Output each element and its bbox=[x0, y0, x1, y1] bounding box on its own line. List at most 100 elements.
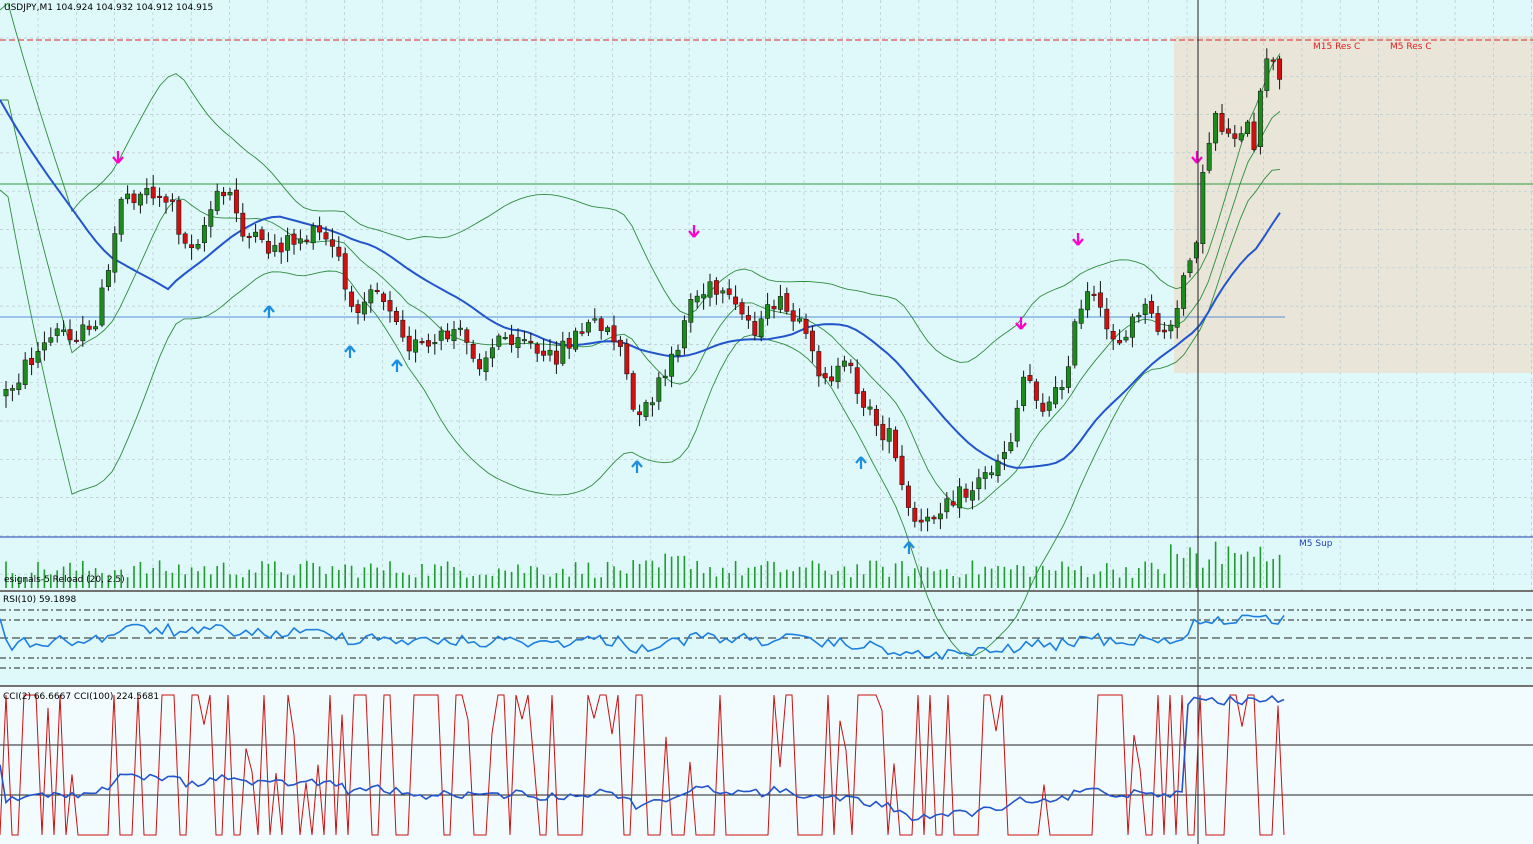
candle-bullish bbox=[125, 193, 131, 200]
candle-bullish bbox=[9, 388, 15, 391]
signals-indicator-label: esignals-5 Reload (20, 2.5) bbox=[4, 575, 125, 585]
candle-bearish bbox=[752, 321, 758, 336]
candle-bullish bbox=[937, 513, 943, 520]
candle-bearish bbox=[822, 373, 828, 379]
candle-bullish bbox=[1142, 303, 1148, 315]
candle-bullish bbox=[643, 402, 649, 417]
candle-bullish bbox=[253, 231, 259, 237]
candle-bullish bbox=[707, 281, 713, 298]
candle-bearish bbox=[637, 411, 643, 416]
candle-bearish bbox=[131, 193, 137, 203]
candle-bearish bbox=[829, 376, 835, 382]
sell-arrow-icon bbox=[688, 225, 700, 238]
candle-bearish bbox=[1251, 121, 1257, 150]
candle-bearish bbox=[336, 246, 342, 257]
candle-bearish bbox=[265, 240, 271, 254]
candle-bullish bbox=[195, 244, 201, 249]
candle-bearish bbox=[854, 367, 860, 394]
candle-bullish bbox=[1065, 366, 1071, 388]
cci-fast-line bbox=[0, 694, 1285, 836]
candle-bearish bbox=[784, 293, 790, 312]
candle-bullish bbox=[701, 294, 707, 299]
candle-bearish bbox=[349, 291, 355, 307]
candle-bearish bbox=[1161, 329, 1167, 333]
candle-bearish bbox=[1277, 58, 1283, 80]
candle-bullish bbox=[675, 349, 681, 356]
candle-bearish bbox=[1091, 293, 1097, 296]
candle-bearish bbox=[323, 232, 329, 240]
candle-bullish bbox=[1129, 316, 1135, 338]
candle-bullish bbox=[560, 340, 566, 364]
candle-bearish bbox=[425, 340, 431, 347]
candle-bearish bbox=[374, 289, 380, 292]
candle-bullish bbox=[681, 320, 687, 349]
candle-bearish bbox=[726, 288, 732, 295]
candle-bullish bbox=[669, 353, 675, 377]
grid bbox=[0, 0, 1533, 590]
candle-bearish bbox=[342, 253, 348, 290]
candle-bearish bbox=[1219, 113, 1225, 132]
candle-bullish bbox=[112, 233, 118, 273]
candle-bullish bbox=[886, 428, 892, 442]
candle-bearish bbox=[963, 488, 969, 498]
candle-bullish bbox=[515, 337, 521, 348]
candle-bullish bbox=[1187, 260, 1193, 273]
candle-bearish bbox=[67, 329, 73, 341]
candle-bullish bbox=[521, 339, 527, 342]
candle-bearish bbox=[157, 195, 163, 198]
candle-bearish bbox=[745, 315, 751, 321]
signal-arrows bbox=[112, 151, 1203, 554]
candle-bullish bbox=[208, 209, 214, 227]
candle-bearish bbox=[630, 373, 636, 410]
candle-bullish bbox=[54, 328, 60, 336]
candle-bullish bbox=[457, 327, 463, 330]
candle-bearish bbox=[1155, 313, 1161, 332]
candle-bearish bbox=[477, 359, 483, 370]
candle-bearish bbox=[739, 302, 745, 315]
candle-bearish bbox=[176, 200, 182, 235]
candle-bearish bbox=[1232, 133, 1238, 139]
candle-bullish bbox=[105, 270, 111, 287]
candle-bullish bbox=[22, 359, 28, 385]
candle-bearish bbox=[169, 199, 175, 202]
candle-bearish bbox=[541, 350, 547, 356]
candle-bullish bbox=[144, 188, 150, 196]
candle-bullish bbox=[982, 472, 988, 479]
candle-bullish bbox=[483, 357, 489, 373]
candle-bullish bbox=[1193, 242, 1199, 259]
candle-bullish bbox=[957, 486, 963, 509]
candle-bullish bbox=[592, 318, 598, 321]
candle-bullish bbox=[1014, 407, 1020, 442]
candle-bearish bbox=[905, 485, 911, 508]
candle-bullish bbox=[1085, 291, 1091, 311]
candle-bullish bbox=[272, 245, 278, 252]
candle-bearish bbox=[611, 325, 617, 343]
sell-arrow-icon bbox=[1015, 317, 1027, 330]
candle-bearish bbox=[848, 362, 854, 367]
candle-bearish bbox=[150, 186, 156, 199]
candle-bullish bbox=[720, 290, 726, 294]
candle-bullish bbox=[995, 460, 1001, 476]
buy-arrow-icon bbox=[903, 541, 915, 554]
candle-bullish bbox=[662, 375, 668, 378]
candle-bullish bbox=[99, 287, 105, 326]
candle-bearish bbox=[246, 235, 252, 238]
candle-bullish bbox=[797, 318, 803, 322]
moving-average-line bbox=[0, 99, 1281, 469]
candle-bullish bbox=[93, 326, 99, 330]
candle-bearish bbox=[381, 293, 387, 302]
candle-bearish bbox=[509, 334, 515, 346]
cci-slow-line bbox=[0, 695, 1285, 822]
moving-average bbox=[0, 99, 1281, 469]
candle-bearish bbox=[355, 304, 361, 314]
candle-bearish bbox=[713, 280, 719, 295]
resistance-label-m15: M15 Res C bbox=[1313, 42, 1360, 52]
candle-bullish bbox=[35, 351, 41, 363]
candle-bearish bbox=[880, 423, 886, 441]
candle-bearish bbox=[566, 337, 572, 349]
candle-bearish bbox=[534, 344, 540, 354]
bollinger-upper bbox=[0, 2, 1281, 363]
candle-bullish bbox=[1213, 112, 1219, 144]
